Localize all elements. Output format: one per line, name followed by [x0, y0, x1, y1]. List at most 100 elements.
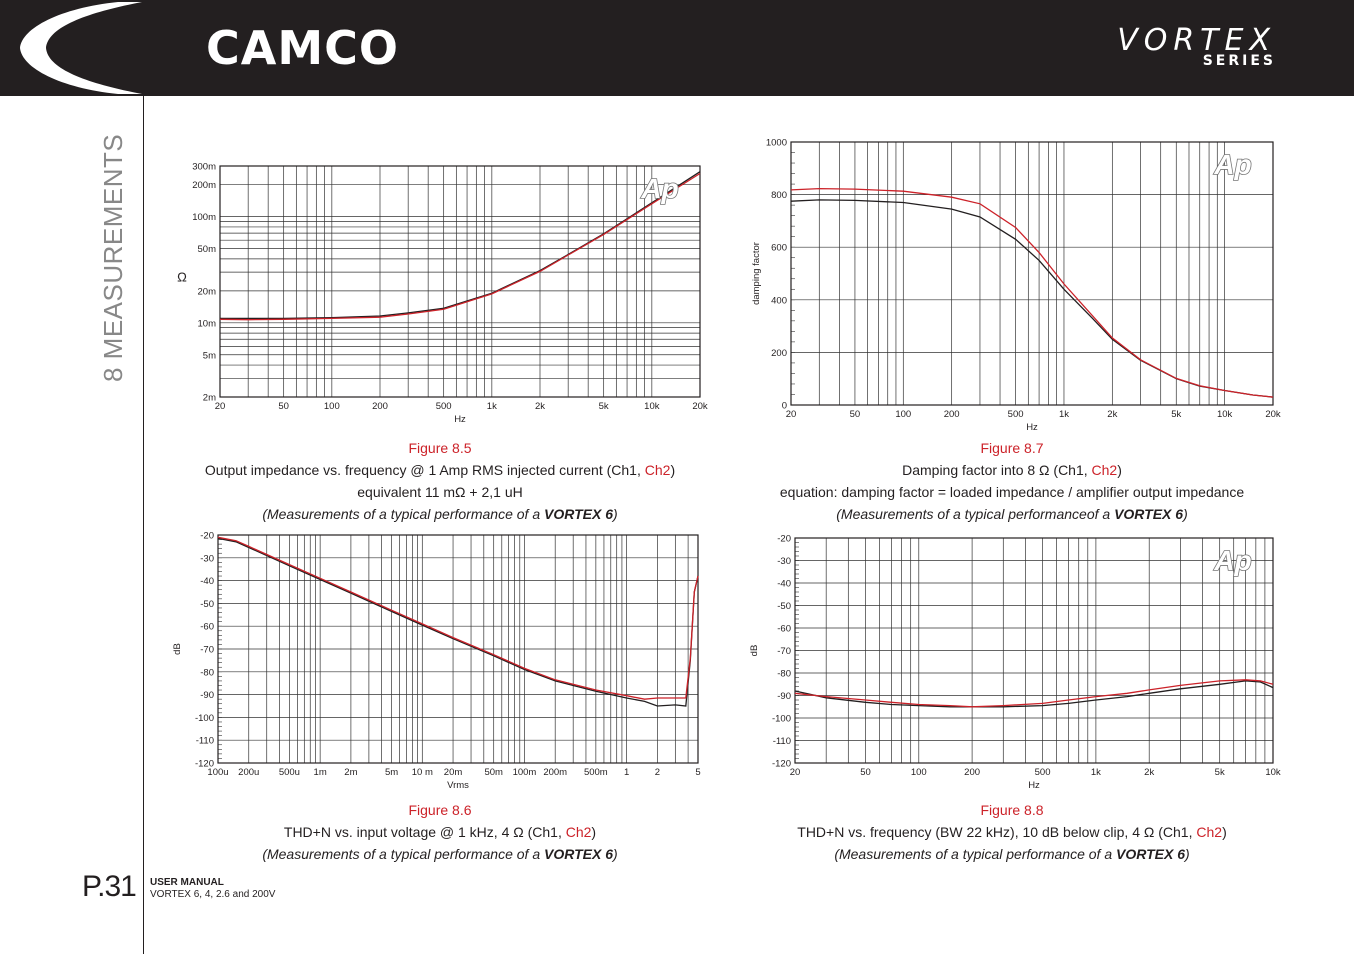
- x-tick-label: 2k: [535, 401, 545, 412]
- y-tick-label: -120: [195, 759, 214, 770]
- page-number: P.31: [82, 870, 137, 903]
- x-tick-label: 100: [895, 409, 911, 420]
- page-header: CAMCO VORTEX SERIES: [0, 0, 1354, 96]
- series-ch1-line: [794, 680, 1274, 708]
- x-tick-label: 500: [1008, 409, 1024, 420]
- caption-figure-8-8: Figure 8.8 THD+N vs. frequency (BW 22 kH…: [730, 799, 1294, 865]
- y-tick-label: 0: [782, 401, 787, 412]
- y-tick-label: -90: [777, 691, 791, 702]
- y-tick-label: 2m: [203, 393, 216, 404]
- y-tick-label: -50: [200, 599, 214, 610]
- caption-figure-8-5: Figure 8.5 Output impedance vs. frequenc…: [160, 437, 720, 525]
- ap-badge-icon: Ap: [640, 173, 678, 204]
- caption-line1: THD+N vs. input voltage @ 1 kHz, 4 Ω (Ch…: [283, 824, 597, 840]
- y-tick-label: -40: [777, 579, 791, 590]
- x-tick-label: 500m: [584, 767, 608, 778]
- y-tick-label: -20: [200, 531, 214, 542]
- y-axis-label: damping factor: [751, 242, 762, 305]
- x-tick-label: 500u: [279, 767, 300, 778]
- y-tick-label: -70: [777, 646, 791, 657]
- y-tick-label: 1000: [766, 138, 787, 149]
- x-tick-label: 20: [786, 409, 797, 420]
- figure-label: Figure 8.5: [408, 440, 472, 456]
- x-tick-label: 200: [372, 401, 388, 412]
- y-tick-label: -40: [200, 576, 214, 587]
- x-tick-label: 500: [1035, 767, 1051, 778]
- x-tick-label: 5m: [385, 767, 398, 778]
- series-ch2-line: [790, 187, 1274, 398]
- series-logo: VORTEX SERIES: [1117, 23, 1276, 69]
- manual-title: USER MANUAL: [150, 877, 224, 888]
- x-tick-label: 1m: [314, 767, 327, 778]
- y-tick-label: 10m: [198, 318, 217, 329]
- plot-frame: [794, 537, 1274, 764]
- y-tick-label: 100m: [192, 212, 216, 223]
- x-tick-label: 20k: [1265, 409, 1281, 420]
- y-tick-label: -30: [200, 553, 214, 564]
- y-tick-label: -80: [777, 669, 791, 680]
- x-tick-label: 200: [964, 767, 980, 778]
- x-tick-label: 10k: [1265, 767, 1281, 778]
- plot-frame: [219, 165, 701, 398]
- x-tick-label: 5k: [599, 401, 609, 412]
- y-tick-label: -50: [777, 601, 791, 612]
- y-tick-label: 50m: [198, 244, 217, 255]
- series-ch2-line: [794, 679, 1274, 708]
- caption-line3: (Measurements of a typical performance o…: [834, 846, 1190, 862]
- series-ch2-line: [219, 172, 701, 321]
- x-tick-label: 100m: [513, 767, 537, 778]
- x-tick-label: 1k: [1091, 767, 1101, 778]
- x-axis-label: Hz: [1026, 422, 1038, 433]
- caption-figure-8-7: Figure 8.7 Damping factor into 8 Ω (Ch1,…: [730, 437, 1294, 525]
- figure-label: Figure 8.7: [980, 440, 1044, 456]
- y-tick-label: -100: [195, 713, 214, 724]
- x-tick-label: 500: [436, 401, 452, 412]
- x-tick-label: 50: [850, 409, 861, 420]
- x-tick-label: 5k: [1215, 767, 1225, 778]
- x-tick-label: 100: [324, 401, 340, 412]
- plot-frame: [790, 141, 1274, 406]
- x-tick-label: 10k: [1217, 409, 1233, 420]
- x-tick-label: 200: [944, 409, 960, 420]
- x-tick-label: 20: [215, 401, 226, 412]
- y-tick-label: -60: [200, 622, 214, 633]
- y-tick-label: -120: [772, 759, 791, 770]
- x-axis-label: Vrms: [447, 780, 469, 791]
- y-axis-label: Ω: [177, 270, 187, 285]
- caption-line2: equation: damping factor = loaded impeda…: [779, 484, 1245, 500]
- x-tick-label: 20k: [692, 401, 708, 412]
- caption-line1: Damping factor into 8 Ω (Ch1, Ch2): [902, 462, 1122, 478]
- x-tick-label: 1k: [1059, 409, 1069, 420]
- figure-label: Figure 8.6: [408, 802, 472, 818]
- y-tick-label: 200: [771, 348, 787, 359]
- x-tick-label: 2k: [1144, 767, 1154, 778]
- margin-divider: [143, 96, 144, 954]
- x-tick-label: 2m: [344, 767, 357, 778]
- x-tick-label: 10k: [644, 401, 660, 412]
- caption-line3: (Measurements of a typical performanceof…: [836, 506, 1188, 522]
- x-tick-label: 200m: [543, 767, 567, 778]
- x-tick-label: 100: [911, 767, 927, 778]
- ap-badge-icon: Ap: [1213, 149, 1251, 180]
- figure-label: Figure 8.8: [980, 802, 1044, 818]
- y-tick-label: -30: [777, 556, 791, 567]
- series-name: VORTEX: [1117, 23, 1276, 58]
- y-tick-label: -110: [196, 736, 214, 747]
- y-axis-label: dB: [749, 645, 760, 657]
- x-tick-label: 50: [278, 401, 289, 412]
- caption-figure-8-6: Figure 8.6 THD+N vs. input voltage @ 1 k…: [160, 799, 720, 865]
- manual-subtitle: VORTEX 6, 4, 2.6 and 200V: [150, 889, 276, 900]
- y-tick-label: 300m: [192, 162, 216, 173]
- x-tick-label: 20: [790, 767, 801, 778]
- y-tick-label: -100: [772, 714, 791, 725]
- y-tick-label: -80: [200, 667, 214, 678]
- y-tick-label: -90: [200, 690, 214, 701]
- series-ch2-line: [217, 536, 699, 700]
- x-tick-label: 5: [695, 767, 700, 778]
- caption-line1: Output impedance vs. frequency @ 1 Amp R…: [204, 462, 676, 478]
- caption-line3: (Measurements of a typical performance o…: [262, 846, 618, 862]
- caption-line1: THD+N vs. frequency (BW 22 kHz), 10 dB b…: [797, 824, 1227, 840]
- y-tick-label: 200m: [192, 180, 216, 191]
- caption-line2: equivalent 11 mΩ + 2,1 uH: [357, 484, 523, 500]
